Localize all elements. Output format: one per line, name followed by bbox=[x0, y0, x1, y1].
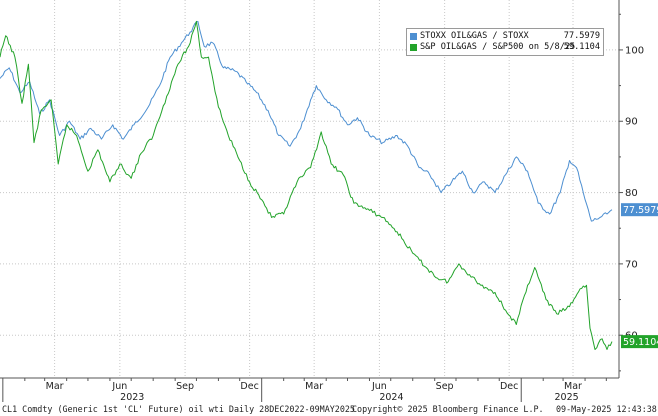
footer: CL1 Comdty (Generic 1st 'CL' Future) oil… bbox=[0, 404, 658, 416]
x-year-label: 2024 bbox=[379, 392, 403, 403]
y-tick-label: 90 bbox=[625, 117, 638, 128]
last-value-box bbox=[621, 203, 658, 217]
last-value-labels: 77.5979 59.1104 bbox=[621, 203, 658, 349]
series-line-stoxx bbox=[0, 20, 613, 222]
line-chart: 60708090100MarJunSepDecMarJunSepDecMar20… bbox=[0, 0, 658, 403]
footer-timestamp: 09-May-2025 12:43:38 bbox=[556, 404, 657, 414]
footer-source: CL1 Comdty (Generic 1st 'CL' Future) oil… bbox=[2, 404, 355, 414]
x-tick-label: Jun bbox=[371, 381, 387, 392]
x-year-label: 2023 bbox=[120, 392, 144, 403]
y-tick-label: 70 bbox=[625, 259, 638, 270]
y-tick-label: 100 bbox=[625, 45, 644, 56]
x-tick-label: Sep bbox=[176, 381, 194, 392]
legend-swatch-green bbox=[410, 44, 417, 51]
x-tick-label: Mar bbox=[564, 381, 582, 392]
grid bbox=[0, 0, 619, 378]
last-value-label-sp: 59.1104 bbox=[621, 335, 658, 349]
x-tick-label: Jun bbox=[111, 381, 127, 392]
x-tick-label: Sep bbox=[436, 381, 454, 392]
last-value-text: 77.5979 bbox=[623, 205, 658, 216]
series-line-sp bbox=[0, 20, 613, 350]
series-lines bbox=[0, 20, 613, 350]
legend-label: STOXX OIL&GAS / STOXX bbox=[420, 31, 529, 41]
x-tick-label: Dec bbox=[500, 381, 518, 392]
legend-entry-sp: S&P OIL&GAS / S&P500 on 5/8/25 59.1104 bbox=[410, 42, 600, 54]
legend-label: S&P OIL&GAS / S&P500 on 5/8/25 bbox=[420, 42, 576, 52]
legend-swatch-blue bbox=[410, 33, 417, 40]
last-value-text: 59.1104 bbox=[623, 337, 658, 348]
last-value-box bbox=[621, 335, 658, 349]
legend-value: 77.5979 bbox=[563, 31, 600, 41]
x-tick-label: Mar bbox=[46, 381, 64, 392]
y-tick-label: 80 bbox=[625, 188, 638, 199]
legend: STOXX OIL&GAS / STOXX 77.5979 S&P OIL&GA… bbox=[406, 28, 604, 56]
legend-entry-stoxx: STOXX OIL&GAS / STOXX 77.5979 bbox=[410, 31, 600, 43]
x-tick-label: Mar bbox=[305, 381, 323, 392]
axes bbox=[0, 0, 623, 402]
footer-copyright: Copyright© 2025 Bloomberg Finance L.P. bbox=[352, 404, 544, 414]
x-year-label: 2025 bbox=[555, 392, 579, 403]
tick-labels: 60708090100MarJunSepDecMarJunSepDecMar20… bbox=[46, 45, 644, 403]
x-tick-label: Dec bbox=[240, 381, 258, 392]
last-value-label-stoxx: 77.5979 bbox=[621, 203, 658, 217]
legend-value: 59.1104 bbox=[563, 42, 600, 52]
